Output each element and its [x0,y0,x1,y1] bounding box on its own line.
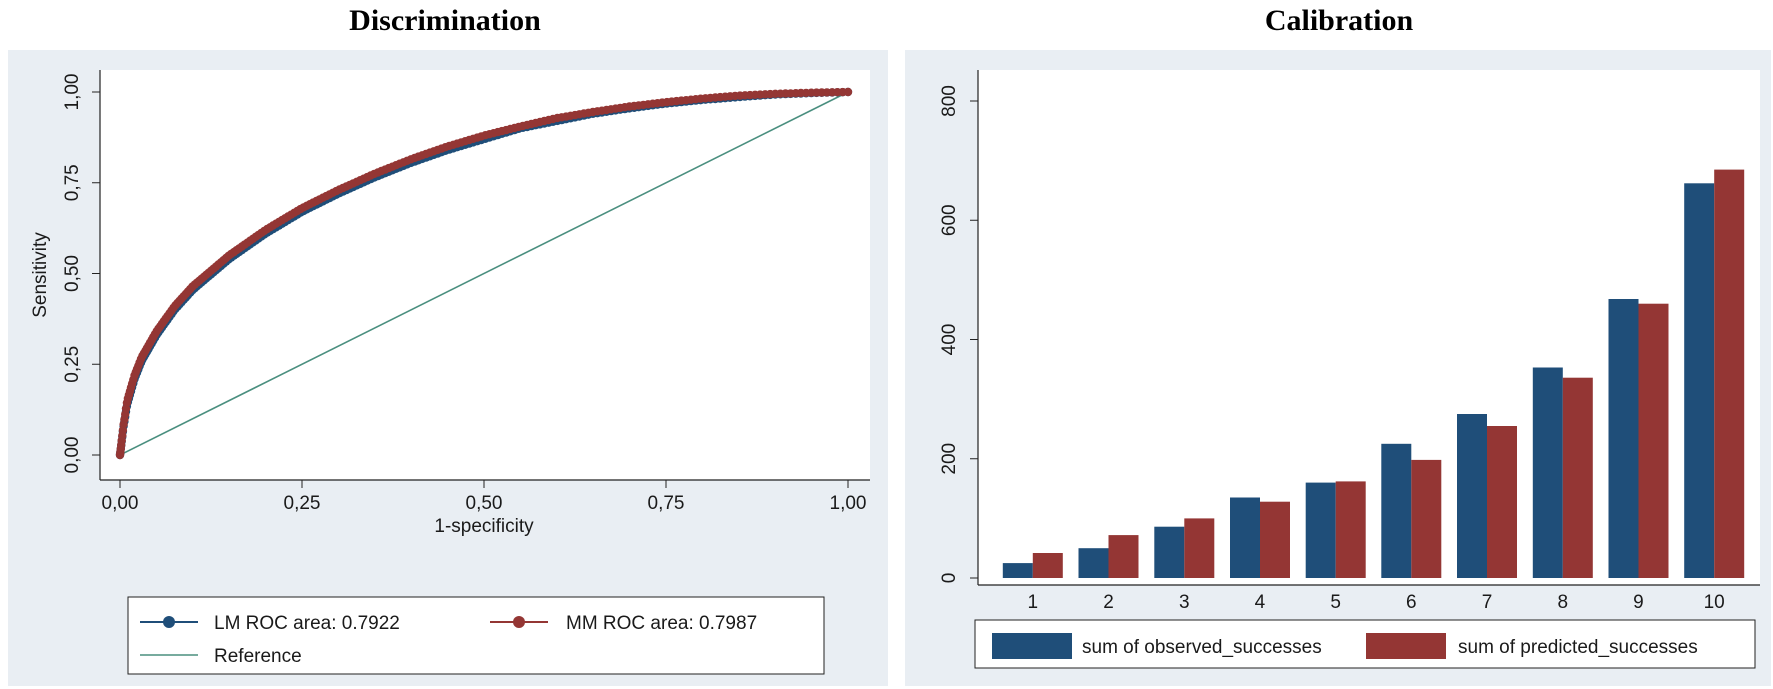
observed-bar [1230,497,1260,578]
roc-y-tick-label: 0,00 [62,437,83,474]
observed-bar [1532,367,1563,578]
predicted-bar [1411,459,1442,578]
roc-x-axis-title: 1-specificity [434,516,534,537]
legend-reference-label: Reference [214,646,302,667]
observed-bar [1381,443,1412,578]
bar-x-tick-label: 2 [1103,592,1114,613]
legend-mm-marker [513,616,525,628]
predicted-bar [1562,377,1593,578]
roc-x-tick-label: 0,50 [466,493,503,514]
predicted-bar [1335,481,1366,578]
predicted-bar [1032,553,1063,578]
bar-legend-box [974,619,1756,669]
calibration-title: Calibration [1264,4,1414,37]
roc-y-tick-label: 1,00 [62,74,83,111]
bar-x-tick-label: 8 [1557,592,1568,613]
roc-mm-point [843,87,853,97]
roc-y-axis-title: Sensitivity [30,232,51,318]
roc-x-tick-label: 0,75 [648,493,685,514]
roc-y-tick-label: 0,75 [62,164,83,201]
bar-x-tick-label: 9 [1633,592,1644,613]
roc-reference-line [119,91,849,456]
predicted-bar [1638,303,1669,578]
legend-mm-label: MM ROC area: 0.7987 [566,613,757,634]
observed-bar [1457,414,1487,578]
predicted-bar [1487,426,1517,578]
bar-y-tick-label: 600 [939,204,960,236]
roc-legend-box [127,596,825,675]
bar-y-tick-label: 0 [939,573,960,584]
bar-y-tick-label: 800 [939,85,960,117]
bar-x-tick-label: 4 [1255,592,1266,613]
roc-mm-markers [115,87,853,460]
predicted-bar [1184,518,1215,578]
roc-y-tick-label: 0,50 [62,255,83,292]
predicted-bar [1260,501,1290,578]
observed-bar [1002,563,1033,578]
bar-y-tick-label: 200 [939,443,960,475]
roc-x-tick-label: 0,25 [284,493,321,514]
legend-predicted-label: sum of predicted_successes [1458,637,1698,658]
legend-lm-label: LM ROC area: 0.7922 [214,613,400,634]
observed-bar [1305,482,1336,578]
bar-y-tick-label: 400 [939,324,960,356]
bar-x-tick-label: 10 [1704,592,1725,613]
bar-x-tick-label: 1 [1028,592,1039,613]
roc-x-tick-label: 0,00 [102,493,139,514]
bar-x-tick-label: 6 [1406,592,1417,613]
predicted-bar [1108,535,1139,578]
discrimination-title: Discrimination [349,4,541,37]
legend-observed-label: sum of observed_successes [1082,637,1322,658]
legend-predicted-swatch [1366,633,1446,659]
observed-bar [1684,183,1715,579]
roc-y-tick-label: 0,25 [62,346,83,383]
legend-observed-swatch [992,633,1072,659]
bar-x-tick-label: 3 [1179,592,1190,613]
bar-x-tick-label: 7 [1482,592,1493,613]
predicted-bar [1714,169,1745,578]
legend-lm-marker [163,616,175,628]
bar-x-tick-label: 5 [1330,592,1341,613]
observed-bar [1608,299,1639,578]
observed-bar [1154,526,1185,578]
observed-bar [1078,548,1109,578]
roc-x-tick-label: 1,00 [830,493,867,514]
